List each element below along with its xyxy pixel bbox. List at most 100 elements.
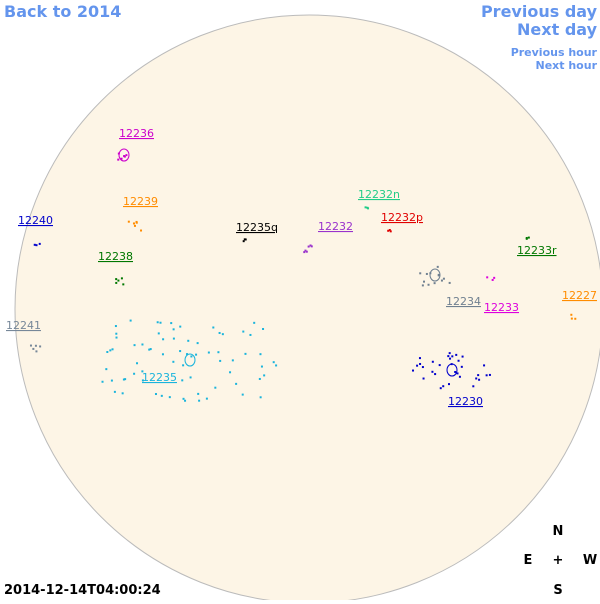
region-label: 12236 xyxy=(119,127,154,140)
sunspot xyxy=(570,313,573,316)
sunspot xyxy=(229,371,232,374)
sunspot xyxy=(570,317,573,320)
region-label: 12232 xyxy=(318,220,353,233)
sunspot xyxy=(33,243,36,246)
sunspot xyxy=(34,344,37,347)
sunspot xyxy=(38,242,41,245)
sunspot xyxy=(122,283,125,286)
sunspot xyxy=(491,278,494,281)
sunspot xyxy=(472,385,475,388)
previous-hour-link[interactable]: Previous hour xyxy=(511,46,598,59)
previous-day-link[interactable]: Previous day xyxy=(481,2,598,21)
sunspot xyxy=(260,365,263,368)
sunspot-umbra xyxy=(429,268,441,282)
next-hour-link[interactable]: Next hour xyxy=(536,59,598,72)
sunspot xyxy=(111,348,114,351)
sunspot xyxy=(574,317,577,320)
sunspot xyxy=(412,369,415,372)
sunspot xyxy=(106,351,109,354)
sunspot xyxy=(422,377,425,380)
sunspot xyxy=(309,244,312,247)
sunspot xyxy=(190,355,193,358)
sunspot xyxy=(434,373,437,376)
compass-north: N xyxy=(553,524,564,539)
sunspot xyxy=(235,382,238,385)
sunspot xyxy=(389,230,392,233)
sunspot xyxy=(275,364,278,367)
region-label: 12230 xyxy=(448,395,483,408)
sunspot xyxy=(263,374,266,377)
region-label: 12233r xyxy=(517,244,557,257)
sunspot xyxy=(447,383,450,386)
sunspot xyxy=(198,399,201,402)
sunspot xyxy=(172,328,175,331)
sunspot xyxy=(157,332,160,335)
sunspot xyxy=(35,244,38,247)
sunspot xyxy=(170,322,173,325)
sunspot xyxy=(419,362,422,365)
sunspot xyxy=(113,390,116,393)
sunspot xyxy=(162,338,165,341)
sunspot xyxy=(32,347,35,350)
sunspot xyxy=(218,331,221,334)
sunspot xyxy=(154,393,157,396)
sunspot xyxy=(455,353,458,356)
sunspot xyxy=(460,365,463,368)
sunspot xyxy=(35,350,38,353)
sunspot xyxy=(303,251,306,254)
sunspot xyxy=(525,237,528,240)
sunspot xyxy=(141,370,144,373)
sunspot xyxy=(449,357,452,360)
sunspot xyxy=(259,396,262,399)
back-link[interactable]: Back to 2014 xyxy=(4,2,121,21)
sunspot xyxy=(186,353,189,356)
sunspot xyxy=(101,380,104,383)
sunspot xyxy=(304,249,307,252)
sunspot xyxy=(217,351,220,354)
sunspot xyxy=(440,279,443,282)
region-label: 12232n xyxy=(358,188,400,201)
next-day-link[interactable]: Next day xyxy=(517,20,598,39)
sunspot xyxy=(133,224,136,227)
sunspot xyxy=(135,221,138,224)
sunspot xyxy=(114,325,117,328)
sunspot xyxy=(242,330,245,333)
sunspot xyxy=(483,364,486,367)
sunspot xyxy=(310,245,313,248)
sunspot xyxy=(485,374,488,377)
region-label: 12239 xyxy=(123,195,158,208)
sunspot xyxy=(493,276,496,279)
sunspot xyxy=(172,337,175,340)
sunspot xyxy=(241,393,244,396)
sunspot xyxy=(258,377,261,380)
sunspot xyxy=(129,319,132,322)
sunspot xyxy=(421,366,424,369)
sunspot xyxy=(527,236,530,239)
sunspot xyxy=(125,154,128,157)
sunspot xyxy=(159,321,162,324)
sunspot xyxy=(448,352,451,355)
sunspot xyxy=(110,379,113,382)
region-label: 12240 xyxy=(18,214,53,227)
sunspot xyxy=(148,348,151,351)
sunspot xyxy=(117,279,120,282)
sunspot xyxy=(486,276,489,279)
sunspot xyxy=(439,387,442,390)
sunspot xyxy=(127,220,130,223)
sunspot xyxy=(109,349,112,352)
sunspot-umbra xyxy=(118,148,130,162)
sunspot xyxy=(454,370,457,373)
sunspot xyxy=(243,238,246,241)
compass-east: E xyxy=(524,553,533,568)
sunspot xyxy=(105,368,108,371)
sunspot xyxy=(214,386,217,389)
sunspot xyxy=(149,348,152,351)
sunspot xyxy=(305,250,308,253)
sunspot xyxy=(132,222,135,225)
region-label: 12234 xyxy=(446,295,481,308)
sunspot xyxy=(458,375,461,378)
sunspot xyxy=(207,351,210,354)
sunspot xyxy=(421,284,424,287)
sunspot xyxy=(442,277,445,280)
